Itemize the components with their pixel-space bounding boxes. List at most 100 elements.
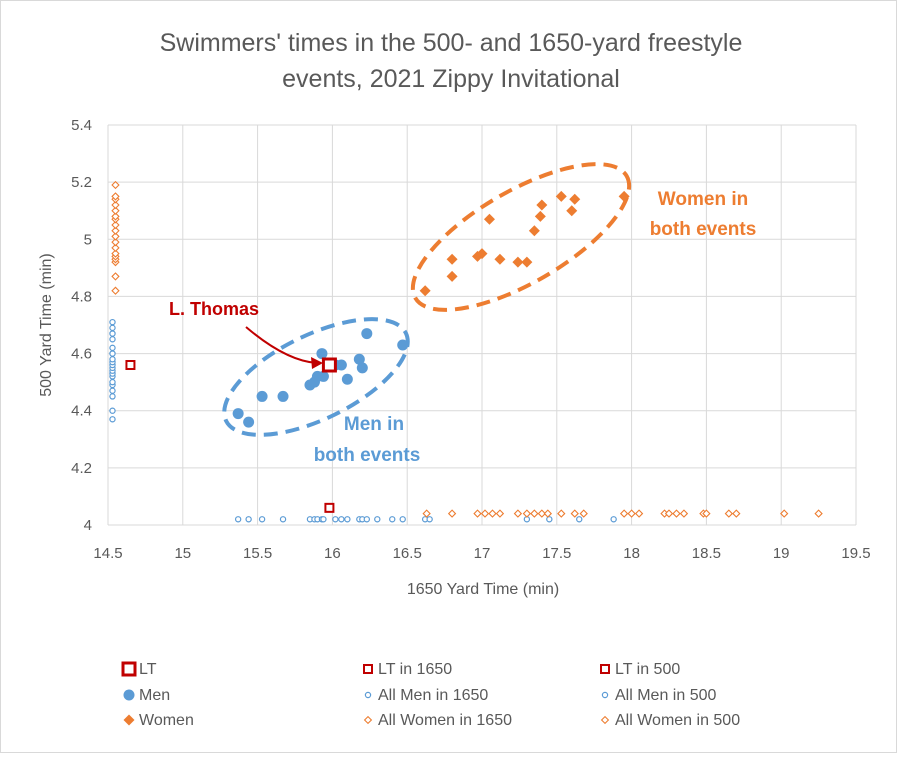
chart-title-line1: Swimmers' times in the 500- and 1650-yar… [160,29,743,57]
all-men-in-500-point [109,416,116,423]
y-tick-label: 5 [84,231,92,248]
all-men-in-500-point [109,330,116,337]
legend-label-lt-in-500: LT in 500 [615,661,680,678]
legend-label-lt-in-1650: LT in 1650 [378,661,452,678]
all-men-in-500-point [109,344,116,352]
all-men-in-500-point [109,350,116,357]
all-women-in-1650-point [579,509,588,518]
y-axis-label: 500 Yard Time (min) [38,253,55,396]
x-tick-label: 17.5 [542,545,571,562]
all-women-in-500-point [111,232,120,241]
x-tick-label: 15 [174,545,191,562]
men-annotation-line1: Men in [344,414,404,435]
all-men-in-500-point [109,378,116,386]
all-men-in-500-point [109,407,116,414]
women-point [528,225,540,237]
x-tick-label: 17 [474,545,491,562]
women-annotation-line1: Women in [658,189,748,210]
lt-in-500-point [125,360,136,370]
legend-label-all-women-in-500: All Women in 500 [615,712,740,729]
all-women-in-1650-point [570,509,579,518]
men-point [341,373,353,385]
all-women-in-1650-point [495,509,505,518]
all-men-in-1650-point [258,516,266,523]
x-tick-label: 18 [623,545,640,562]
women-point [534,210,546,222]
legend-label-women: Women [139,712,194,729]
all-women-in-500-point [111,180,120,190]
all-women-in-1650-point [679,509,689,518]
all-women-in-1650-point [664,509,674,518]
men-point [232,408,244,420]
legend-marker-lt-in-1650 [363,664,373,674]
all-men-in-1650-point [344,516,351,523]
men-point [243,416,255,428]
y-tick-label: 4.8 [71,288,92,305]
all-men-in-1650-point [363,516,371,523]
data-marks [109,180,823,523]
lt-point [321,357,337,373]
legend-label-lt: LT [139,661,157,678]
all-women-in-1650-point [724,509,734,518]
women-point [446,253,458,265]
men-point [361,328,373,340]
annotations: L. Thomas Men in both events Women in bo… [169,189,756,466]
men-point [317,370,329,382]
all-women-in-1650-point [422,509,431,518]
legend-label-all-women-in-1650: All Women in 1650 [378,712,512,729]
all-men-in-1650-point [374,516,381,523]
all-men-in-1650-point [389,516,396,523]
x-tick-label: 16.5 [393,545,422,562]
all-women-in-1650-point [780,509,789,518]
women-point [476,248,488,260]
legend-marker-men [123,689,135,701]
tick-labels: 14.5 15 15.5 16 16.5 17 17.5 18 18.5 19 19.5 4 4.2 4.… [71,117,870,562]
all-men-in-500-point [109,393,116,400]
all-women-in-1650-point [543,509,553,518]
men-cluster-ellipse [222,317,410,437]
all-women-in-1650-point [814,509,823,518]
all-women-in-500-point [111,272,120,281]
men-point [316,348,328,360]
all-women-in-1650-point [447,509,457,518]
chart-title-line2: events, 2021 Zippy Invitational [282,65,620,93]
all-women-in-1650-point [513,509,523,518]
all-men-in-1650-point [320,516,327,523]
all-women-in-1650-point [634,509,644,518]
all-men-in-1650-point [576,516,583,523]
all-men-in-500-point [109,387,116,394]
all-women-in-500-point [111,243,120,253]
all-men-in-1650-point [610,516,617,523]
y-tick-label: 4.4 [71,403,92,420]
lt-annotation-arrowhead [311,357,323,369]
legend-marker-all-men-in-1650 [364,691,372,699]
women-point [555,190,567,202]
y-tick-label: 4 [84,517,92,534]
men-point [356,362,368,374]
all-men-in-1650-point [332,516,339,523]
all-men-in-1650-point [426,516,433,523]
all-women-in-500-point [111,192,120,201]
all-women-in-1650-point [619,509,629,518]
women-annotation-line2: both events [650,219,757,240]
women-point [566,205,578,217]
all-men-in-1650-point [546,516,553,523]
all-women-in-1650-point [672,509,681,518]
x-tick-label: 14.5 [93,545,122,562]
men-point [397,339,409,351]
y-tick-label: 5.4 [71,117,92,134]
all-women-in-1650-point [702,509,711,518]
y-tick-label: 5.2 [71,174,92,191]
x-tick-label: 15.5 [243,545,272,562]
all-men-in-500-point [109,324,116,332]
legend-label-all-men-in-500: All Men in 500 [615,687,716,704]
cluster-ellipses [222,162,632,437]
all-women-in-1650-point [522,509,532,518]
women-point [483,213,495,225]
all-women-in-500-point [111,286,120,295]
women-cluster-ellipse [410,162,632,312]
legend-label-men: Men [139,687,170,704]
women-point [446,270,458,282]
